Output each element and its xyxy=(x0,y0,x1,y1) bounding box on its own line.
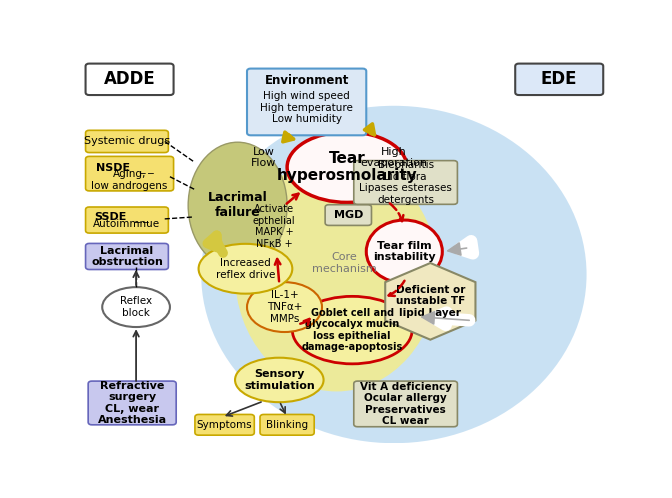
FancyBboxPatch shape xyxy=(88,381,176,425)
Text: Aging,
low androgens: Aging, low androgens xyxy=(91,169,168,191)
FancyBboxPatch shape xyxy=(260,414,314,435)
FancyBboxPatch shape xyxy=(85,244,169,269)
Ellipse shape xyxy=(235,157,438,391)
Ellipse shape xyxy=(366,220,442,283)
FancyBboxPatch shape xyxy=(195,414,254,435)
FancyBboxPatch shape xyxy=(353,381,458,427)
Text: Lacrimal
failure: Lacrimal failure xyxy=(208,191,267,220)
Text: Deficient or
unstable TF
lipid Layer: Deficient or unstable TF lipid Layer xyxy=(396,285,465,318)
Text: EDE: EDE xyxy=(541,70,577,88)
Text: Refractive
surgery
CL, wear
Anesthesia: Refractive surgery CL, wear Anesthesia xyxy=(97,380,167,425)
Text: Sensory
stimulation: Sensory stimulation xyxy=(244,369,314,391)
Text: Tear
hyperosmolarity: Tear hyperosmolarity xyxy=(277,151,417,183)
Text: Goblet cell and
glycocalyx mucin
loss epithelial
damage-apoptosis: Goblet cell and glycocalyx mucin loss ep… xyxy=(302,308,403,353)
Text: Blepharitis
Lid flora
Lipases esterases
detergents: Blepharitis Lid flora Lipases esterases … xyxy=(359,160,452,205)
FancyBboxPatch shape xyxy=(515,64,603,95)
Text: Increased
reflex drive: Increased reflex drive xyxy=(216,258,275,279)
Text: NSDE: NSDE xyxy=(95,162,130,172)
Text: SSDE: SSDE xyxy=(94,212,126,222)
Text: _ _: _ _ xyxy=(139,162,154,172)
Text: High
evaporation: High evaporation xyxy=(360,147,427,168)
Ellipse shape xyxy=(292,296,412,364)
Text: Low
Flow: Low Flow xyxy=(251,147,276,168)
Text: Activate
epthelial
MAPK +
NFκB +: Activate epthelial MAPK + NFκB + xyxy=(253,204,296,249)
FancyBboxPatch shape xyxy=(85,64,173,95)
Text: High wind speed
High temperature
Low humidity: High wind speed High temperature Low hum… xyxy=(260,91,353,124)
Ellipse shape xyxy=(199,244,292,294)
Text: Reflex
block: Reflex block xyxy=(120,296,152,318)
Ellipse shape xyxy=(235,358,324,402)
Text: Core
mechanism: Core mechanism xyxy=(312,252,377,274)
Ellipse shape xyxy=(102,287,170,327)
Text: Lacrimal
obstruction: Lacrimal obstruction xyxy=(91,246,163,267)
Text: Autoimmnue: Autoimmnue xyxy=(93,219,161,229)
Ellipse shape xyxy=(201,106,587,443)
Text: Symptoms: Symptoms xyxy=(197,420,253,430)
Text: Environment: Environment xyxy=(265,74,349,87)
FancyBboxPatch shape xyxy=(85,207,169,233)
FancyBboxPatch shape xyxy=(85,130,169,152)
FancyBboxPatch shape xyxy=(85,156,173,191)
Text: Vit A deficiency
Ocular allergy
Preservatives
CL wear: Vit A deficiency Ocular allergy Preserva… xyxy=(360,381,452,426)
Text: Systemic drugs: Systemic drugs xyxy=(84,136,170,146)
Text: ADDE: ADDE xyxy=(103,70,155,88)
Text: _ _: _ _ xyxy=(134,212,149,222)
Ellipse shape xyxy=(188,142,287,269)
Polygon shape xyxy=(385,263,476,340)
FancyBboxPatch shape xyxy=(325,205,372,226)
Text: IL-1+
TNFα+
MMPs: IL-1+ TNFα+ MMPs xyxy=(267,290,302,324)
Text: Blinking: Blinking xyxy=(266,420,308,430)
Ellipse shape xyxy=(247,282,322,332)
FancyBboxPatch shape xyxy=(247,69,366,135)
Text: MGD: MGD xyxy=(333,210,363,220)
FancyBboxPatch shape xyxy=(353,161,458,204)
Ellipse shape xyxy=(287,132,407,202)
Text: Tear film
instability: Tear film instability xyxy=(373,241,435,262)
